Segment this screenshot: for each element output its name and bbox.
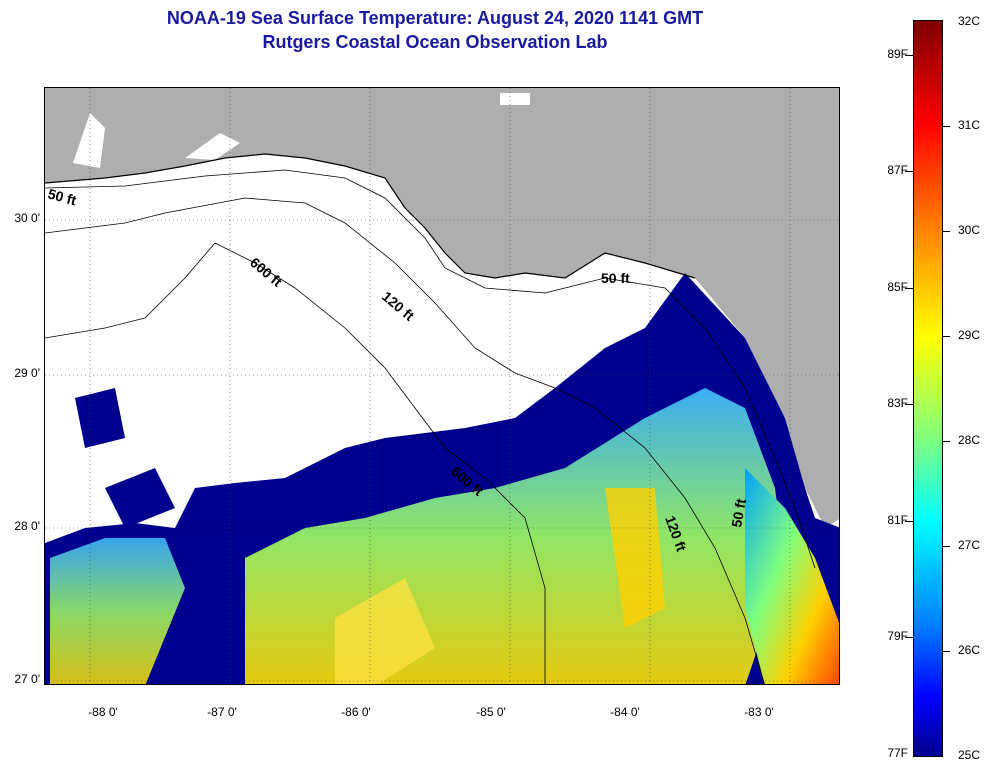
contour-label: 50 ft bbox=[46, 185, 78, 208]
lon-label: -88 0' bbox=[88, 705, 118, 719]
contour-50ft bbox=[45, 169, 816, 569]
colorbar-f-label: 85F bbox=[887, 280, 908, 294]
colorbar-f-label: 81F bbox=[887, 513, 908, 527]
colorbar-c-label: 32C bbox=[958, 14, 981, 28]
sst-warm bbox=[745, 468, 839, 684]
colorbar-f-label: 77F bbox=[887, 746, 908, 760]
coastline bbox=[45, 153, 696, 279]
land-north bbox=[45, 88, 839, 528]
colorbar-f-label: 83F bbox=[887, 396, 908, 410]
colorbar-tick bbox=[905, 521, 913, 522]
colorbar-c-label: 27C bbox=[958, 538, 981, 552]
sst-cold bbox=[75, 388, 125, 448]
colorbar-tick bbox=[942, 546, 950, 547]
colorbar-tick bbox=[905, 171, 913, 172]
lon-label: -83 0' bbox=[744, 705, 774, 719]
colorbar-f-label: 79F bbox=[887, 629, 908, 643]
bay bbox=[73, 113, 105, 168]
colorbar bbox=[913, 20, 943, 757]
lat-label: 27 0' bbox=[14, 672, 40, 686]
colorbar-tick bbox=[905, 288, 913, 289]
colorbar-tick bbox=[905, 637, 913, 638]
colorbar-c-label: 28C bbox=[958, 433, 981, 447]
map-subtitle: Rutgers Coastal Ocean Observation Lab bbox=[262, 32, 608, 52]
colorbar-c-label: 25C bbox=[958, 748, 981, 762]
sst-warm bbox=[335, 578, 435, 684]
contour-label: 120 ft bbox=[379, 288, 418, 324]
map-title: NOAA-19 Sea Surface Temperature: August … bbox=[166, 8, 704, 28]
colorbar-c-label: 31C bbox=[958, 118, 981, 132]
contour-label: 600 ft bbox=[247, 254, 286, 290]
lake bbox=[500, 93, 530, 105]
colorbar-tick bbox=[942, 651, 950, 652]
contour-120ft bbox=[45, 197, 765, 684]
colorbar-c-label: 29C bbox=[958, 328, 981, 342]
colorbar-c-label: 30C bbox=[958, 223, 981, 237]
colorbar-tick bbox=[905, 55, 913, 56]
colorbar-f-label: 87F bbox=[887, 163, 908, 177]
lat-label: 30 0' bbox=[14, 211, 40, 225]
colorbar-tick bbox=[942, 441, 950, 442]
colorbar-tick bbox=[942, 336, 950, 337]
lon-label: -87 0' bbox=[207, 705, 237, 719]
map-svg: 50 ft 50 ft 50 ft 120 ft 120 ft 600 ft 6… bbox=[45, 88, 839, 684]
lat-label: 28 0' bbox=[14, 519, 40, 533]
contour-label: 50 ft bbox=[728, 497, 749, 528]
colorbar-tick bbox=[942, 126, 950, 127]
sst-map[interactable]: 50 ft 50 ft 50 ft 120 ft 120 ft 600 ft 6… bbox=[44, 87, 840, 685]
colorbar-c-label: 26C bbox=[958, 643, 981, 657]
contour-label: 50 ft bbox=[601, 270, 630, 286]
lon-label: -86 0' bbox=[341, 705, 371, 719]
colorbar-tick bbox=[905, 404, 913, 405]
lon-label: -85 0' bbox=[476, 705, 506, 719]
contour-600ft bbox=[45, 242, 546, 684]
sst-mid bbox=[50, 538, 185, 684]
sst-cold bbox=[105, 468, 175, 528]
colorbar-f-label: 89F bbox=[887, 47, 908, 61]
lat-label: 29 0' bbox=[14, 366, 40, 380]
bay bbox=[185, 133, 240, 160]
gridlines bbox=[45, 88, 839, 684]
lon-label: -84 0' bbox=[610, 705, 640, 719]
colorbar-tick bbox=[942, 231, 950, 232]
